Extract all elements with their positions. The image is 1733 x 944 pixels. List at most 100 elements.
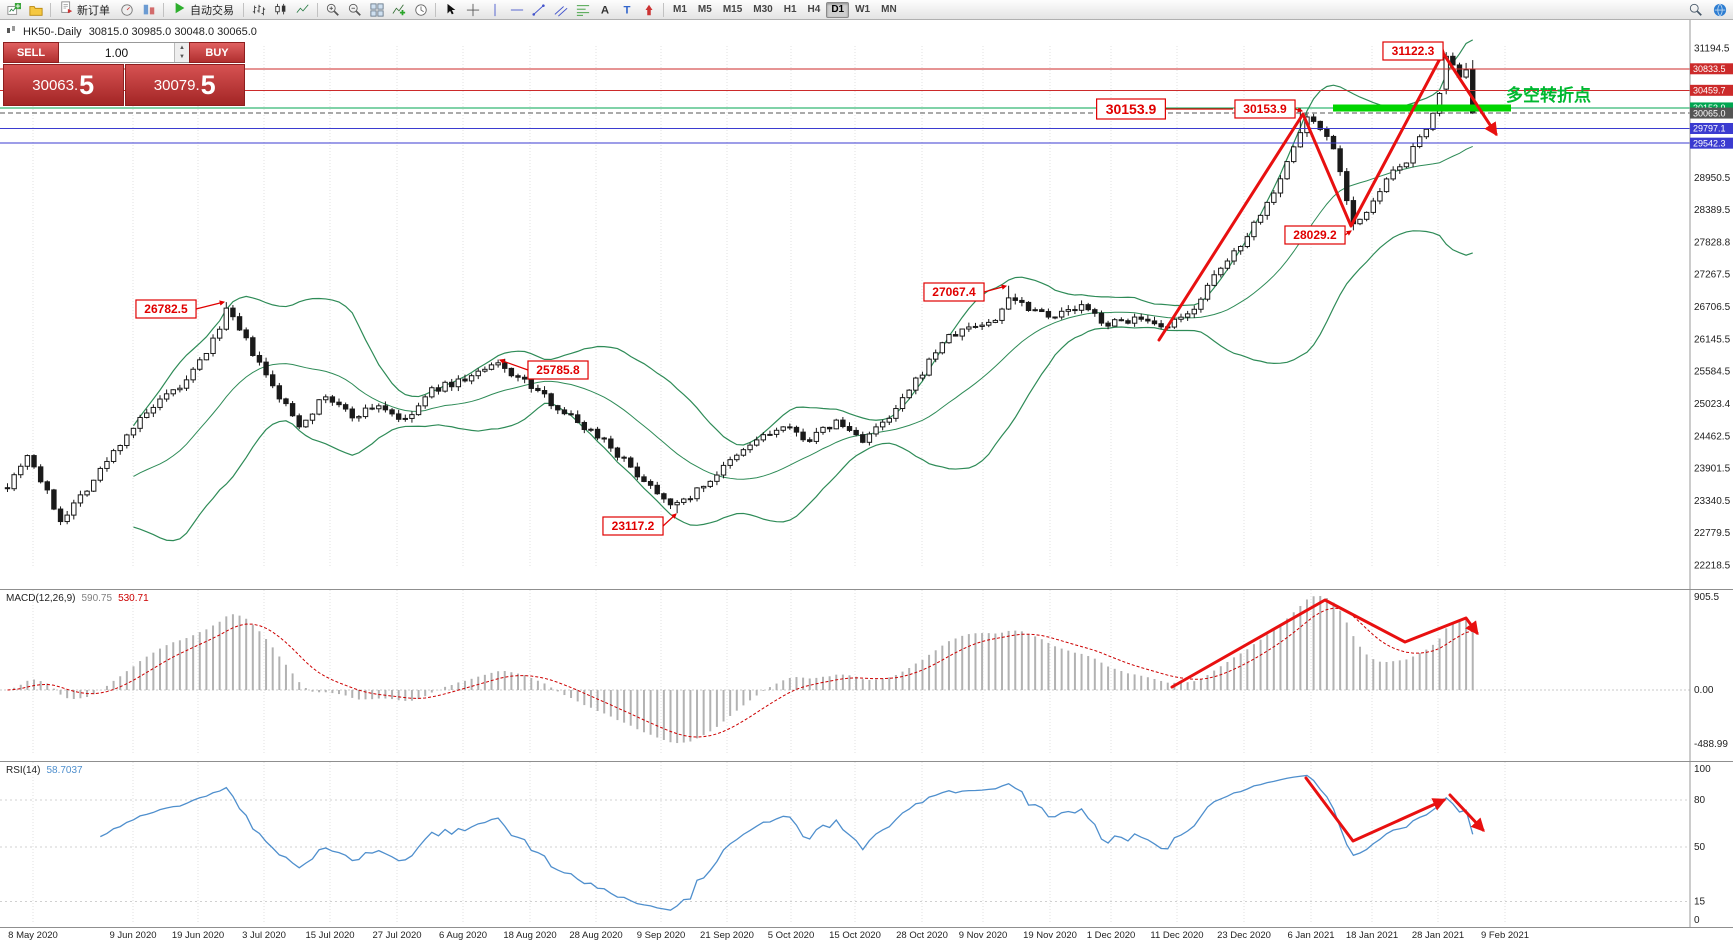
date-label: 1 Dec 2020 [1086, 930, 1136, 941]
timeframe-w1-button[interactable]: W1 [855, 3, 871, 15]
cursor-icon[interactable] [440, 1, 461, 19]
macd-panel-canvas[interactable]: 905.5 0.00 -488.99 [0, 590, 1733, 761]
equidistant-channel-icon[interactable] [550, 1, 571, 19]
candle [1317, 120, 1323, 132]
timeframe-h1-button[interactable]: H1 [783, 3, 797, 15]
text-icon[interactable]: A [594, 1, 615, 19]
macd-trend-line[interactable] [1170, 598, 1479, 689]
timeframe-mn-button[interactable]: MN [881, 3, 897, 15]
panel-separator[interactable] [0, 589, 1733, 590]
candle [4, 483, 11, 492]
trend-zigzag-line[interactable] [1157, 51, 1498, 342]
price-axis-label: 22218.5 [1694, 561, 1731, 572]
community-icon[interactable] [1709, 1, 1730, 19]
rsi-panel-canvas[interactable]: 100 80 50 15 0 [0, 762, 1733, 927]
indicators-icon[interactable] [388, 1, 409, 19]
tile-windows-icon[interactable] [366, 1, 387, 19]
trendline-icon[interactable] [528, 1, 549, 19]
candle [681, 497, 687, 505]
date-label: 19 Nov 2020 [1023, 930, 1077, 941]
buy-price-panel[interactable]: 30079. 5 [124, 64, 245, 106]
bollinger-upper-band[interactable] [132, 39, 1474, 446]
volume-value[interactable]: 1.00 [104, 45, 129, 60]
chart-profiles-icon[interactable] [25, 1, 46, 19]
bollinger-lower-band[interactable] [133, 230, 1473, 542]
bollinger-middle-band[interactable] [133, 145, 1473, 480]
zoom-out-icon[interactable] [344, 1, 365, 19]
candle [117, 444, 123, 455]
zoom-in-icon[interactable] [322, 1, 343, 19]
arrows-icon[interactable] [638, 1, 659, 19]
one-click-trading-panel: SELL 1.00 ▲ ▼ BUY 30063. 5 30079. 5 [3, 42, 245, 106]
search-icon[interactable] [1685, 1, 1706, 19]
candle [992, 318, 999, 324]
candle [1370, 197, 1376, 215]
fibonacci-icon[interactable] [572, 1, 593, 19]
support-zone-bar[interactable] [1333, 104, 1511, 112]
candle [57, 506, 64, 526]
volume-field[interactable]: 1.00 ▲ ▼ [59, 42, 189, 63]
candle [1244, 232, 1251, 249]
sell-price-main: 30063. [32, 76, 79, 94]
autotrade-button[interactable]: 自动交易 [168, 1, 239, 19]
crosshair-icon[interactable] [462, 1, 483, 19]
price-annotation[interactable]: 23117.2 [602, 516, 664, 536]
annotation-leader [1294, 107, 1304, 113]
macd-axis-label: -488.99 [1694, 739, 1728, 750]
timeframe-m1-button[interactable]: M1 [673, 3, 687, 15]
toolbar: 新订单 自动交易 A T M1 M5 M15 M30 H1 H4 D1 W1 MN [0, 0, 1733, 20]
text-label-icon[interactable]: T [616, 1, 637, 19]
candle [979, 322, 985, 330]
candle [236, 312, 243, 331]
candle [104, 457, 110, 472]
new-chart-icon[interactable] [3, 1, 24, 19]
rsi-trend-line[interactable] [1304, 776, 1447, 843]
candlestick-chart-icon[interactable] [270, 1, 291, 19]
depth-of-market-icon[interactable] [138, 1, 159, 19]
price-annotation[interactable]: 26782.5 [135, 299, 197, 319]
volume-down-icon[interactable]: ▼ [175, 52, 189, 62]
candle [1310, 113, 1317, 124]
candle [654, 481, 660, 495]
time-axis[interactable]: 8 May 2020 9 Jun 2020 19 Jun 2020 3 Jul 202… [0, 928, 1733, 944]
volume-spinner[interactable]: ▲ ▼ [174, 43, 189, 62]
sell-price-panel[interactable]: 30063. 5 [3, 64, 124, 106]
candle [197, 357, 203, 371]
price-annotation[interactable]: 31122.3 [1382, 41, 1444, 61]
rsi-axis-label: 80 [1694, 795, 1706, 806]
panel-separator[interactable] [0, 761, 1733, 762]
candle [18, 463, 24, 479]
timeframe-m5-button[interactable]: M5 [697, 3, 712, 15]
candle [495, 359, 501, 368]
volume-up-icon[interactable]: ▲ [175, 43, 189, 53]
candle [1390, 166, 1396, 181]
price-annotation[interactable]: 30153.9 [1096, 98, 1166, 120]
price-annotation[interactable]: 27067.4 [923, 282, 985, 302]
price-axis-label: 27267.5 [1694, 270, 1731, 281]
timeframe-m30-button[interactable]: M30 [753, 3, 773, 15]
turning-point-text[interactable]: 多空转折点 [1506, 86, 1591, 105]
date-label: 15 Oct 2020 [829, 930, 881, 941]
horizontal-line-icon[interactable] [506, 1, 527, 19]
period-clock-icon[interactable] [410, 1, 431, 19]
price-axis-label: 27828.8 [1694, 237, 1731, 248]
candle [1145, 315, 1151, 324]
timeframe-h4-button[interactable]: H4 [807, 3, 821, 15]
timeframe-d1-button[interactable]: D1 [826, 1, 850, 18]
new-order-button[interactable]: 新订单 [55, 1, 115, 19]
bar-chart-icon[interactable] [248, 1, 269, 19]
vertical-line-icon[interactable] [484, 1, 505, 19]
line-chart-icon[interactable] [292, 1, 313, 19]
candle [561, 407, 568, 416]
svg-text:30153.9: 30153.9 [1243, 102, 1287, 116]
price-annotation[interactable]: 25785.8 [527, 360, 589, 380]
rsi-indicator-label: RSI(14) 58.7037 [6, 765, 83, 776]
buy-button[interactable]: BUY [189, 42, 245, 63]
timeframe-m15-button[interactable]: M15 [722, 3, 743, 15]
main-chart-canvas[interactable]: 26782.5 25785.8 23117.2 27067.4 30153.9 30153… [0, 20, 1733, 589]
sell-button[interactable]: SELL [3, 42, 59, 63]
price-annotation[interactable]: 28029.2 [1284, 225, 1346, 245]
rsi-trend-arrow[interactable] [1448, 793, 1485, 832]
price-annotation[interactable]: 30153.9 [1234, 99, 1296, 119]
market-watch-icon[interactable] [116, 1, 137, 19]
